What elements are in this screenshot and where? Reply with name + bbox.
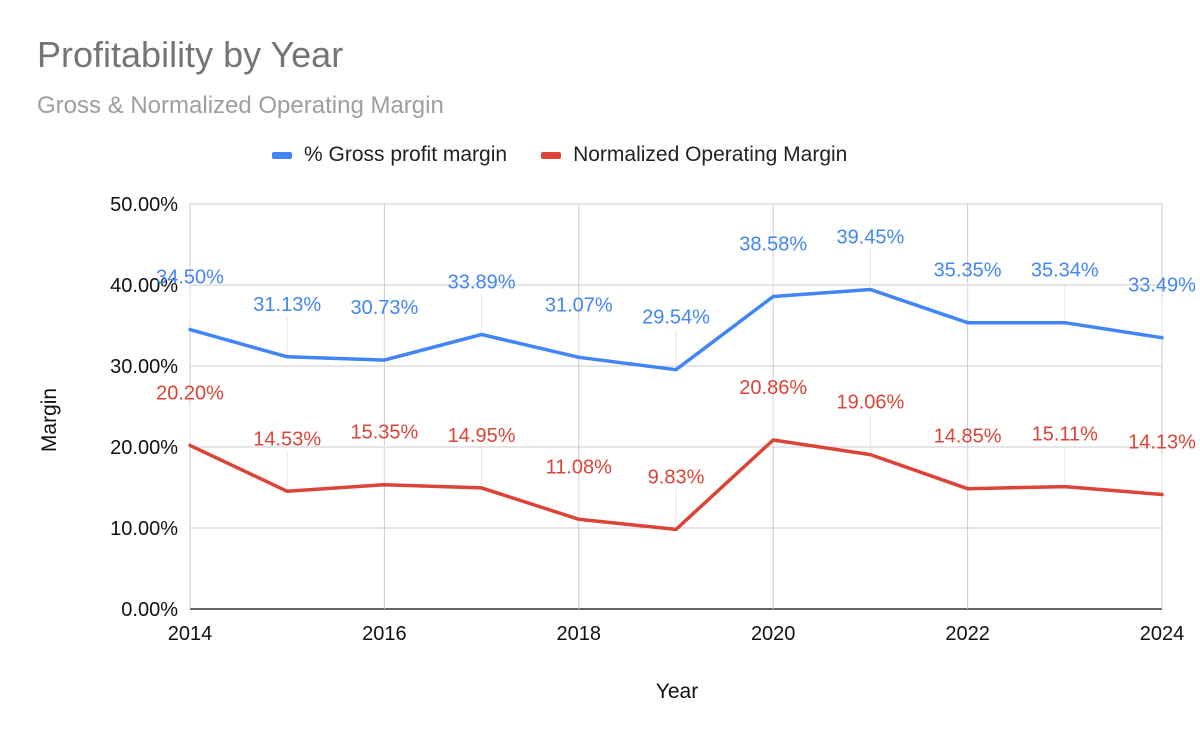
y-tick-label: 20.00% [110, 437, 178, 459]
data-label: 14.95% [448, 425, 516, 447]
data-label: 15.35% [350, 422, 418, 444]
data-label: 20.86% [739, 377, 807, 399]
y-tick-label: 10.00% [110, 518, 178, 540]
legend: % Gross profit margin Normalized Operati… [272, 143, 881, 167]
data-label: 11.08% [546, 456, 613, 478]
data-labels: 34.50% 31.13% 30.73% 33.89% 31.07% 29.54% 38.5… [156, 226, 1196, 526]
grid [189, 203, 1163, 610]
x-tick-label: 2018 [557, 623, 602, 645]
axes: 0.00% 10.00% 20.00% 30.00% 40.00% 50.00% 2014 2… [110, 194, 1184, 645]
legend-swatch-gross [272, 151, 292, 159]
data-label: 29.54% [642, 307, 710, 329]
data-label: 39.45% [836, 226, 904, 248]
series-line-normalized-operating-margin[interactable] [188, 438, 1164, 532]
x-tick-label: 2020 [751, 623, 796, 645]
x-tick-label: 2016 [362, 623, 407, 645]
y-tick-label: 50.00% [110, 194, 178, 216]
y-axis-title: Margin [38, 388, 61, 452]
data-label: 14.53% [253, 428, 321, 450]
series-line-gross-profit-margin[interactable] [188, 287, 1164, 372]
series [188, 287, 1164, 532]
data-label: 20.20% [156, 382, 224, 404]
data-label: 35.34% [1031, 260, 1099, 282]
x-axis-title: Year [656, 680, 698, 703]
data-label: 35.35% [934, 260, 1002, 282]
chart-subtitle: Gross & Normalized Operating Margin [37, 92, 444, 119]
data-label: 31.13% [253, 294, 321, 316]
legend-label-gross: % Gross profit margin [304, 143, 508, 166]
legend-label-operating: Normalized Operating Margin [573, 143, 848, 166]
y-tick-label: 0.00% [121, 599, 178, 621]
legend-item-operating[interactable]: Normalized Operating Margin [541, 143, 847, 167]
data-label: 19.06% [836, 392, 904, 414]
x-tick-label: 2014 [168, 623, 213, 645]
data-label: 15.11% [1032, 424, 1099, 446]
data-label: 38.58% [739, 234, 807, 256]
data-label: 14.85% [934, 426, 1002, 448]
legend-item-gross[interactable]: % Gross profit margin [272, 143, 507, 167]
data-label: 33.49% [1128, 275, 1196, 297]
legend-swatch-operating [541, 151, 562, 159]
chart-title: Profitability by Year [37, 34, 344, 75]
y-tick-label: 30.00% [110, 356, 178, 378]
x-tick-label: 2022 [945, 623, 990, 645]
y-tick-label: 40.00% [110, 275, 178, 297]
data-label: 14.13% [1128, 432, 1196, 454]
data-label: 31.07% [545, 294, 613, 316]
data-label: 9.83% [648, 466, 705, 488]
x-tick-label: 2024 [1140, 623, 1185, 645]
data-label: 34.50% [156, 267, 224, 289]
data-label: 30.73% [350, 297, 418, 319]
data-label: 33.89% [448, 271, 516, 293]
